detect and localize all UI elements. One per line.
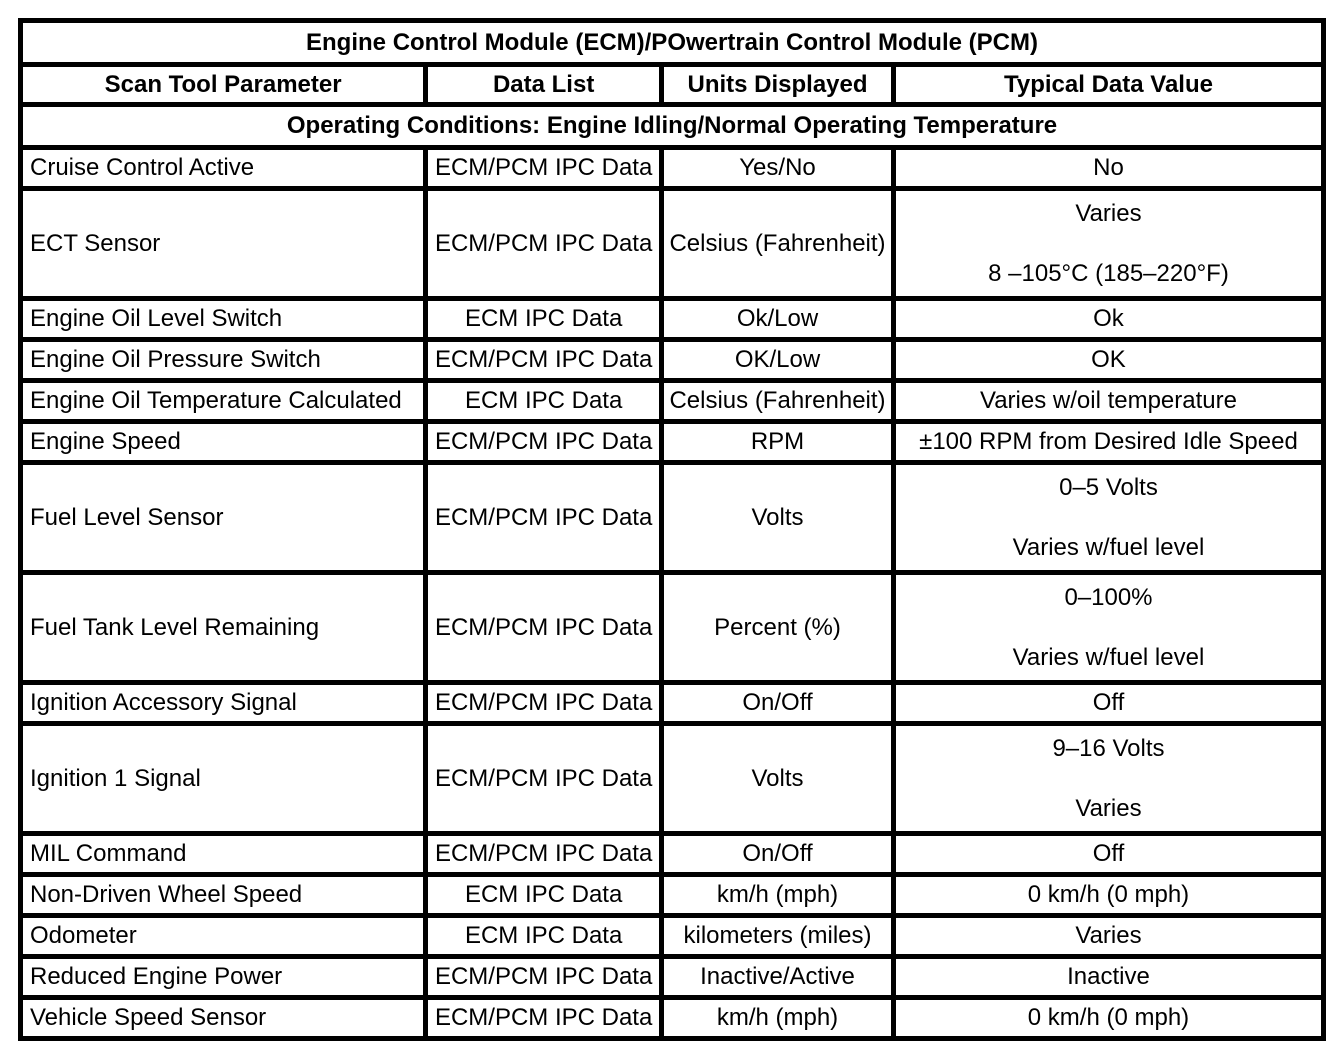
column-header-scan-tool-parameter: Scan Tool Parameter [17, 62, 429, 107]
cell-units-displayed: On/Off [659, 831, 896, 877]
operating-conditions-text: Operating Conditions: Engine Idling/Norm… [18, 102, 1326, 150]
operating-conditions-row: Operating Conditions: Engine Idling/Norm… [18, 102, 1326, 150]
cell-typical-data-value: Ok [890, 296, 1327, 342]
cell-scan-tool-parameter: Reduced Engine Power [17, 954, 429, 1000]
cell-units-displayed: km/h (mph) [659, 872, 896, 918]
table-row: Odometer ECM IPC Data kilometers (miles)… [17, 913, 1327, 959]
cell-units-displayed: RPM [659, 419, 896, 465]
cell-data-list: ECM/PCM IPC Data [423, 831, 665, 877]
cell-data-list: ECM/PCM IPC Data [423, 460, 665, 575]
cell-typical-data-value: Off [890, 680, 1327, 726]
cell-units-displayed: Inactive/Active [659, 954, 896, 1000]
table-row: Cruise Control Active ECM/PCM IPC Data Y… [17, 145, 1327, 191]
cell-scan-tool-parameter: Fuel Tank Level Remaining [17, 570, 429, 685]
table-title-row: Engine Control Module (ECM)/POwertrain C… [18, 18, 1326, 67]
cell-typical-data-value: Varies 8 –105°C (185–220°F) [890, 186, 1327, 301]
ecm-pcm-scan-tool-table: Engine Control Module (ECM)/POwertrain C… [17, 18, 1327, 1041]
column-header-units-displayed: Units Displayed [659, 62, 896, 107]
cell-data-list: ECM/PCM IPC Data [423, 680, 665, 726]
cell-units-displayed: On/Off [659, 680, 896, 726]
cell-data-list: ECM/PCM IPC Data [423, 954, 665, 1000]
table-row: Ignition 1 Signal ECM/PCM IPC Data Volts… [17, 721, 1327, 836]
cell-typical-data-value: No [890, 145, 1327, 191]
cell-typical-data-value: 0 km/h (0 mph) [890, 995, 1327, 1041]
cell-typical-data-value: Varies [890, 913, 1327, 959]
cell-typical-data-value: Inactive [890, 954, 1327, 1000]
table-row: Reduced Engine Power ECM/PCM IPC Data In… [17, 954, 1327, 1000]
cell-scan-tool-parameter: Fuel Level Sensor [17, 460, 429, 575]
cell-typical-data-value: Varies w/oil temperature [890, 378, 1327, 424]
column-header-typical-data-value: Typical Data Value [890, 62, 1327, 107]
cell-units-displayed: Volts [659, 721, 896, 836]
cell-data-list: ECM IPC Data [423, 913, 665, 959]
cell-scan-tool-parameter: Engine Oil Pressure Switch [17, 337, 429, 383]
table-row: Engine Oil Level Switch ECM IPC Data Ok/… [17, 296, 1327, 342]
cell-scan-tool-parameter: Engine Oil Temperature Calculated [17, 378, 429, 424]
table-row: Vehicle Speed Sensor ECM/PCM IPC Data km… [17, 995, 1327, 1041]
cell-typical-data-value: 0 km/h (0 mph) [890, 872, 1327, 918]
table-row: Non-Driven Wheel Speed ECM IPC Data km/h… [17, 872, 1327, 918]
cell-scan-tool-parameter: ECT Sensor [17, 186, 429, 301]
cell-data-list: ECM IPC Data [423, 296, 665, 342]
cell-data-list: ECM/PCM IPC Data [423, 721, 665, 836]
cell-scan-tool-parameter: Odometer [17, 913, 429, 959]
cell-typical-data-value: 0–5 Volts Varies w/fuel level [890, 460, 1327, 575]
cell-scan-tool-parameter: Engine Speed [17, 419, 429, 465]
cell-units-displayed: km/h (mph) [659, 995, 896, 1041]
cell-units-displayed: Yes/No [659, 145, 896, 191]
table-row: Engine Speed ECM/PCM IPC Data RPM ±100 R… [17, 419, 1327, 465]
cell-units-displayed: Volts [659, 460, 896, 575]
cell-typical-data-value: Off [890, 831, 1327, 877]
cell-typical-data-value: 9–16 Volts Varies [890, 721, 1327, 836]
cell-units-displayed: Ok/Low [659, 296, 896, 342]
table-row: ECT Sensor ECM/PCM IPC Data Celsius (Fah… [17, 186, 1327, 301]
column-header-data-list: Data List [423, 62, 665, 107]
table-title: Engine Control Module (ECM)/POwertrain C… [18, 18, 1326, 67]
cell-data-list: ECM/PCM IPC Data [423, 419, 665, 465]
cell-data-list: ECM/PCM IPC Data [423, 570, 665, 685]
table-header-row: Scan Tool Parameter Data List Units Disp… [17, 62, 1327, 107]
cell-typical-data-value: 0–100% Varies w/fuel level [890, 570, 1327, 685]
cell-data-list: ECM IPC Data [423, 378, 665, 424]
cell-scan-tool-parameter: Vehicle Speed Sensor [17, 995, 429, 1041]
cell-units-displayed: Celsius (Fahrenheit) [659, 186, 896, 301]
cell-data-list: ECM/PCM IPC Data [423, 145, 665, 191]
cell-data-list: ECM/PCM IPC Data [423, 995, 665, 1041]
table-row: Engine Oil Pressure Switch ECM/PCM IPC D… [17, 337, 1327, 383]
cell-units-displayed: OK/Low [659, 337, 896, 383]
cell-units-displayed: kilometers (miles) [659, 913, 896, 959]
cell-scan-tool-parameter: Cruise Control Active [17, 145, 429, 191]
cell-units-displayed: Celsius (Fahrenheit) [659, 378, 896, 424]
cell-scan-tool-parameter: Ignition 1 Signal [17, 721, 429, 836]
table-row: MIL Command ECM/PCM IPC Data On/Off Off [17, 831, 1327, 877]
table-row: Fuel Tank Level Remaining ECM/PCM IPC Da… [17, 570, 1327, 685]
cell-scan-tool-parameter: MIL Command [17, 831, 429, 877]
cell-typical-data-value: OK [890, 337, 1327, 383]
cell-scan-tool-parameter: Ignition Accessory Signal [17, 680, 429, 726]
cell-typical-data-value: ±100 RPM from Desired Idle Speed [890, 419, 1327, 465]
cell-units-displayed: Percent (%) [659, 570, 896, 685]
table-row: Fuel Level Sensor ECM/PCM IPC Data Volts… [17, 460, 1327, 575]
cell-data-list: ECM/PCM IPC Data [423, 186, 665, 301]
table-row: Engine Oil Temperature Calculated ECM IP… [17, 378, 1327, 424]
table-row: Ignition Accessory Signal ECM/PCM IPC Da… [17, 680, 1327, 726]
cell-scan-tool-parameter: Engine Oil Level Switch [17, 296, 429, 342]
cell-data-list: ECM IPC Data [423, 872, 665, 918]
cell-scan-tool-parameter: Non-Driven Wheel Speed [17, 872, 429, 918]
cell-data-list: ECM/PCM IPC Data [423, 337, 665, 383]
